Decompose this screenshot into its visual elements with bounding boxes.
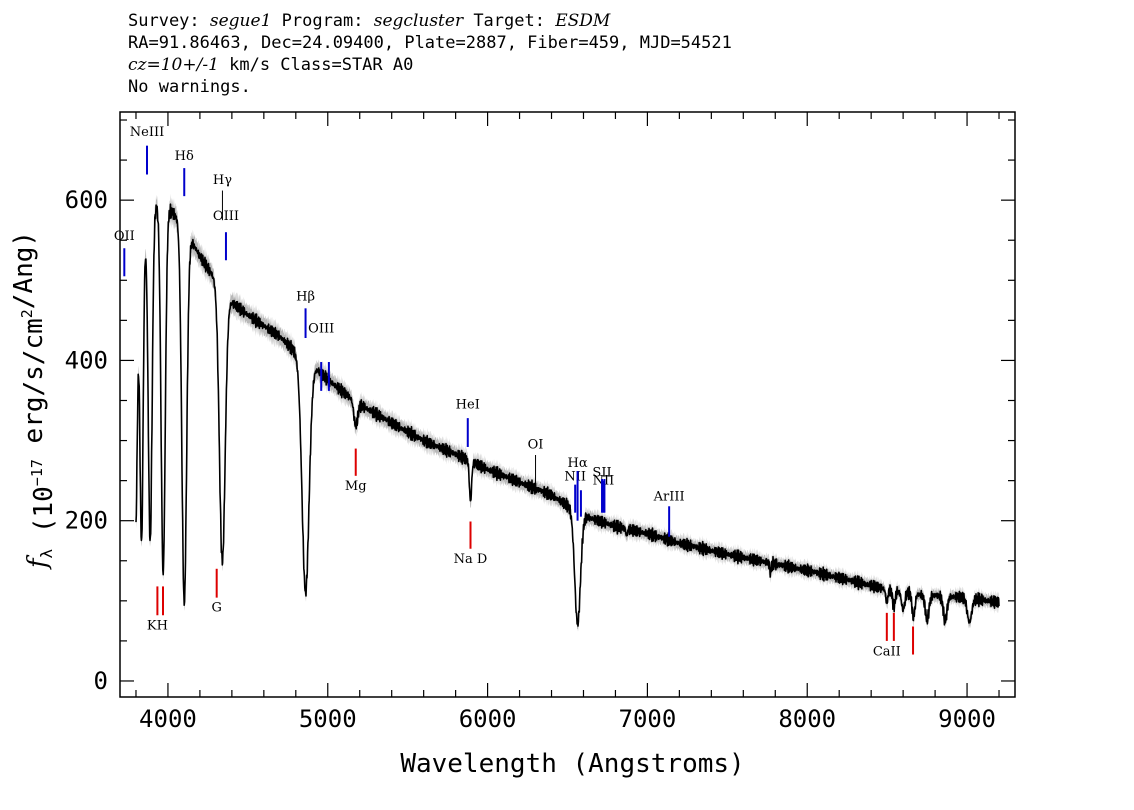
axes-layer: 4000 5000 6000 7000 8000 9000 0 200 400 600 Wavele…	[9, 111, 1016, 779]
line-marker-oiii-4: OIII	[213, 209, 239, 261]
survey-value: segue1	[209, 11, 272, 31]
spectrum-line	[135, 203, 1000, 627]
line-marker-oii-1: OII	[114, 229, 135, 277]
line-marker-label: Hγ	[213, 173, 232, 188]
error-band	[136, 193, 999, 632]
y-tick-label: 200	[65, 507, 108, 535]
line-marker-label: KH	[147, 619, 168, 634]
x-tick-label: 5000	[299, 705, 357, 733]
line-marker-label: NeIII	[130, 125, 164, 140]
line-marker-nii-10: NII	[564, 470, 586, 513]
header-line-survey: Survey: segue1 Program: segcluster Targe…	[128, 10, 732, 32]
line-marker-label: Hδ	[175, 149, 194, 164]
y-tick-label: 600	[65, 186, 108, 214]
y-tick-label: 400	[65, 346, 108, 374]
line-marker-label: OIII	[308, 321, 334, 336]
line-marker-mg-17: Mg	[345, 448, 367, 494]
line-marker-kh-19: KH	[147, 586, 168, 634]
line-marker-label: HeI	[456, 398, 480, 413]
line-marker-label: OI	[528, 438, 544, 453]
line-marker-oiii-6: OIII	[308, 321, 334, 391]
line-marker-sii-14: SII	[592, 466, 612, 513]
line-marker-label: Na D	[454, 552, 488, 567]
program-label: Program:	[271, 11, 374, 31]
header-line-warnings: No warnings.	[128, 77, 251, 97]
survey-label: Survey:	[128, 11, 210, 31]
x-tick-label: 9000	[938, 705, 996, 733]
line-marker-hγ-3: Hγ	[213, 173, 232, 221]
error-band-layer	[136, 193, 999, 632]
line-marker-label: SII	[592, 466, 611, 481]
line-marker-label: G	[211, 600, 221, 615]
line-marker-label: Hβ	[296, 289, 315, 304]
spectrum-header: Survey: segue1 Program: segcluster Targe…	[128, 10, 732, 98]
y-tick-label: 0	[94, 667, 108, 695]
line-marker-na-d-18: Na D	[454, 521, 488, 567]
line-marker-label: OIII	[213, 209, 239, 224]
header-line-redshift: cz=10+/-1 km/s Class=STAR A0	[128, 54, 732, 76]
x-tick-label: 7000	[619, 705, 677, 733]
line-marker-label: OII	[114, 229, 135, 244]
target-value: ESDM	[555, 11, 611, 31]
line-marker-hα-11: Hα	[568, 456, 588, 521]
line-marker-g-21: G	[211, 568, 222, 615]
y-axis-title: fλ (10−17 erg/s/cm2/Ang)	[9, 231, 59, 570]
line-marker-ariii-16: ArIII	[653, 490, 685, 537]
line-marker-neiii-0: NeIII	[130, 125, 164, 175]
program-value: segcluster	[373, 11, 464, 31]
line-marker-label: ArIII	[653, 490, 685, 505]
line-markers-layer: NeIIIOIIHδHγOIIIHβOIIIHeIOINIIHαNIISIIAr…	[114, 125, 915, 659]
line-marker-hei-8: HeI	[456, 398, 480, 447]
x-tick-label: 4000	[139, 705, 197, 733]
class-text: km/s Class=STAR A0	[218, 55, 414, 75]
line-marker-caii-22: CaII	[873, 612, 901, 659]
line-marker-hδ-2: Hδ	[175, 149, 194, 197]
plot-frame	[119, 111, 1016, 698]
target-label: Target:	[463, 11, 556, 31]
redshift-value: cz=10+/-1	[128, 55, 219, 75]
x-tick-label: 6000	[459, 705, 517, 733]
line-marker-hβ-5: Hβ	[296, 289, 315, 338]
x-axis-title: Wavelength (Angstroms)	[400, 749, 744, 779]
line-marker-label: NII	[564, 470, 586, 485]
x-tick-label: 8000	[778, 705, 836, 733]
line-marker-oi-9: OI	[528, 438, 544, 485]
spectrum-layer	[135, 203, 1000, 627]
line-marker-label: CaII	[873, 644, 901, 659]
line-marker-label: Mg	[345, 479, 367, 494]
line-marker-label: Hα	[568, 456, 588, 471]
header-line-coordinates: RA=91.86463, Dec=24.09400, Plate=2887, F…	[128, 33, 732, 53]
